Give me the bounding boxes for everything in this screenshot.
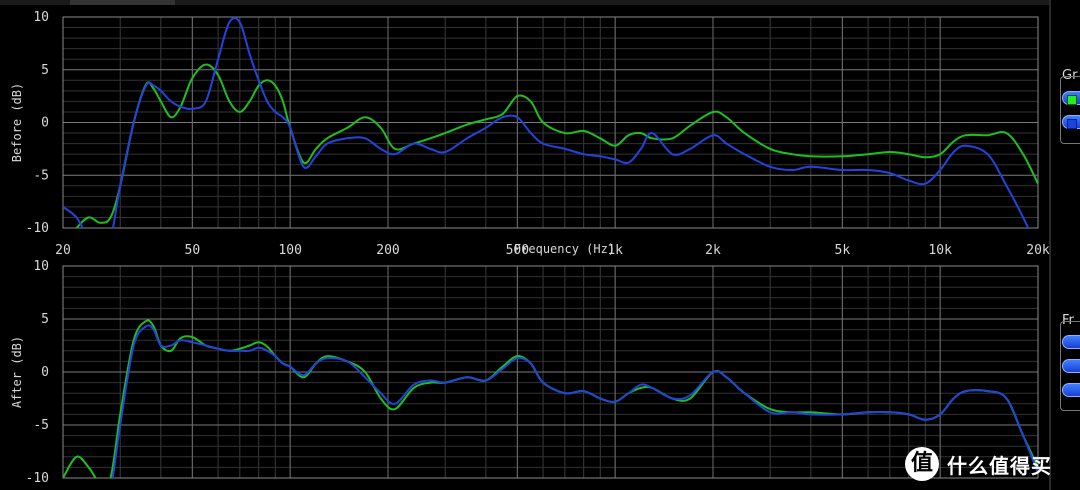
frequency-option-1-button[interactable] <box>1062 335 1080 349</box>
frequency-options-panel: Fr <box>1058 310 1080 411</box>
x-tick-label: 50 <box>185 243 201 258</box>
x-tick-label: 10k <box>928 243 952 258</box>
tab-strip <box>0 0 1050 5</box>
graph-options-panel: Gr <box>1058 62 1080 144</box>
frequency-panel-label: Fr <box>1062 313 1074 328</box>
y-tick-label: 10 <box>33 259 49 274</box>
blue-series-checkbox[interactable] <box>1067 119 1077 129</box>
y-tick-label: 5 <box>41 312 49 327</box>
y-tick-label: -5 <box>33 418 49 433</box>
frequency-option-2-button[interactable] <box>1062 359 1080 373</box>
x-tick-label: 2k <box>705 243 721 258</box>
y-tick-label: 0 <box>41 116 49 131</box>
y-tick-label: -5 <box>33 168 49 183</box>
frequency-option-3-button[interactable] <box>1062 383 1080 397</box>
x-tick-label: 5k <box>835 243 851 258</box>
x-tick-label: 100 <box>278 243 301 258</box>
graph-panel-frame <box>1060 76 1080 144</box>
y-tick-label: 10 <box>33 10 49 25</box>
tab-active[interactable] <box>70 0 175 5</box>
x-axis-label: Frequency (Hz) <box>514 242 615 256</box>
green-series-checkbox[interactable] <box>1067 95 1077 105</box>
y-tick-label: -10 <box>26 471 49 486</box>
green-series-toggle[interactable] <box>1062 91 1080 105</box>
series-line-blue <box>111 324 1038 478</box>
x-tick-label: 1k <box>607 243 623 258</box>
y-axis-label: After (dB) <box>10 336 24 408</box>
plot-border <box>62 16 1039 229</box>
plot-border <box>62 265 1039 479</box>
watermark-logo-icon: 值 <box>905 447 939 481</box>
graph-panel-label: Gr <box>1062 68 1078 83</box>
x-tick-label: 500 <box>506 243 529 258</box>
watermark: 值 什么值得买 <box>905 446 1052 482</box>
x-tick-label: 20k <box>1026 243 1050 258</box>
series-line-green <box>75 63 1038 228</box>
y-axis-label: Before (dB) <box>10 83 24 162</box>
y-tick-label: -10 <box>26 221 49 236</box>
y-tick-label: 0 <box>41 365 49 380</box>
blue-series-toggle[interactable] <box>1062 115 1080 129</box>
panel-divider <box>1049 0 1051 490</box>
y-tick-label: 5 <box>41 63 49 78</box>
x-tick-label: 200 <box>376 243 399 258</box>
watermark-text: 什么值得买 <box>947 453 1052 478</box>
series-line-blue <box>63 17 1030 228</box>
frequency-panel-frame <box>1060 321 1080 411</box>
x-tick-label: 20 <box>55 243 71 258</box>
